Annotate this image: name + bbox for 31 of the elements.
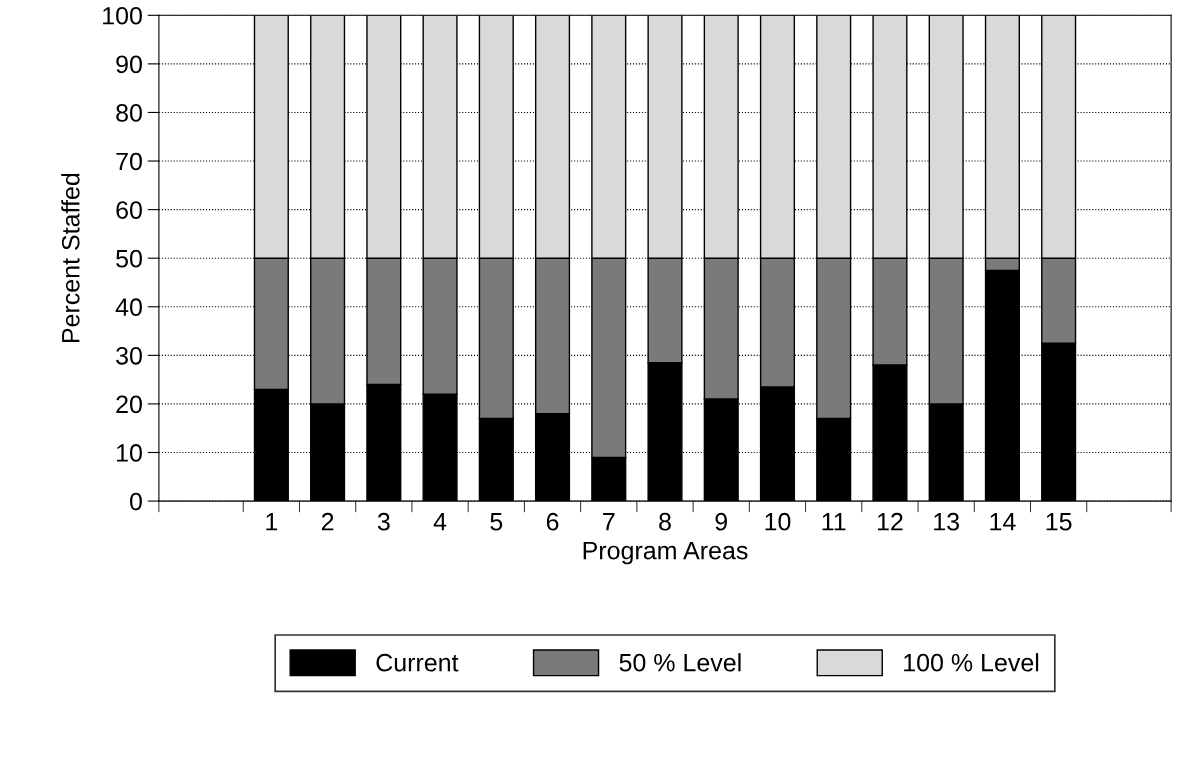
x-tick-label: 13	[934, 512, 959, 531]
y-tick-label: 80	[116, 104, 142, 122]
y-tick-label: 50	[116, 249, 142, 268]
y-tick-label: 100	[103, 6, 142, 25]
x-tick-label: 3	[377, 512, 390, 531]
x-tick-label: 4	[433, 513, 447, 531]
x-tick-label: 14	[990, 513, 1016, 531]
x-tick-label: 15	[1046, 513, 1072, 531]
legend-label: Current	[376, 653, 459, 672]
x-tick-label: 9	[715, 512, 728, 531]
x-tick-label: 12	[877, 512, 903, 531]
x-tick-label: 11	[822, 513, 846, 531]
y-tick-label: 30	[116, 346, 142, 365]
x-tick-label: 6	[546, 512, 559, 531]
x-tick-label: 7	[603, 513, 615, 531]
y-tick-label: 10	[117, 444, 142, 462]
y-axis-title: Percent Staffed	[61, 173, 80, 343]
x-tick-label: 8	[659, 512, 671, 531]
x-tick-label: 5	[490, 513, 503, 531]
x-tick-label: 10	[765, 512, 791, 531]
y-tick-label: 60	[116, 201, 142, 219]
legend-label: 100 % Level	[904, 653, 1039, 672]
x-tick-label: 2	[321, 512, 334, 531]
y-tick-label: 40	[115, 298, 142, 317]
y-tick-label: 70	[116, 152, 142, 171]
y-tick-label: 20	[116, 395, 142, 414]
x-axis-title: Program Areas	[583, 541, 748, 565]
legend-label: 50 % Level	[619, 653, 741, 672]
y-tick-label: 90	[116, 55, 142, 74]
x-tick-label: 1	[266, 513, 278, 531]
y-tick-label: 0	[130, 492, 142, 511]
